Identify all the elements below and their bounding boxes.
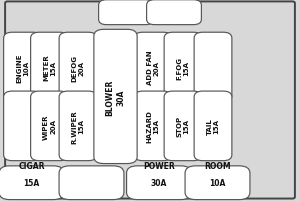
Text: ENGINE
10A: ENGINE 10A xyxy=(16,53,29,82)
FancyBboxPatch shape xyxy=(99,1,153,25)
FancyBboxPatch shape xyxy=(134,33,172,102)
FancyBboxPatch shape xyxy=(59,92,97,161)
Text: POWER: POWER xyxy=(143,161,175,170)
Text: STOP
15A: STOP 15A xyxy=(176,116,190,137)
Text: 10A: 10A xyxy=(209,178,226,187)
FancyBboxPatch shape xyxy=(134,92,172,161)
Text: METER
15A: METER 15A xyxy=(43,54,56,81)
FancyBboxPatch shape xyxy=(31,92,68,161)
Text: F.FOG
15A: F.FOG 15A xyxy=(176,56,190,79)
FancyBboxPatch shape xyxy=(194,92,232,161)
Text: HAZARD
15A: HAZARD 15A xyxy=(146,110,160,143)
Text: ADD FAN
20A: ADD FAN 20A xyxy=(146,50,160,85)
Text: 30A: 30A xyxy=(151,178,167,187)
FancyBboxPatch shape xyxy=(147,1,201,25)
FancyBboxPatch shape xyxy=(127,166,191,200)
FancyBboxPatch shape xyxy=(194,33,232,102)
FancyBboxPatch shape xyxy=(164,92,202,161)
FancyBboxPatch shape xyxy=(5,2,295,199)
FancyBboxPatch shape xyxy=(185,166,250,200)
Text: WIPER
20A: WIPER 20A xyxy=(43,114,56,139)
Text: 15A: 15A xyxy=(23,178,40,187)
Text: BLOWER
30A: BLOWER 30A xyxy=(106,79,126,115)
Text: TAIL
15A: TAIL 15A xyxy=(206,118,220,135)
FancyBboxPatch shape xyxy=(59,33,97,102)
Text: DEFOG
20A: DEFOG 20A xyxy=(71,54,85,81)
Text: CIGAR: CIGAR xyxy=(18,161,45,170)
FancyBboxPatch shape xyxy=(4,33,41,102)
FancyBboxPatch shape xyxy=(31,33,68,102)
FancyBboxPatch shape xyxy=(94,30,137,164)
FancyBboxPatch shape xyxy=(164,33,202,102)
FancyBboxPatch shape xyxy=(4,92,41,161)
FancyBboxPatch shape xyxy=(0,166,64,200)
Text: R.WIPER
15A: R.WIPER 15A xyxy=(71,109,85,143)
Text: ROOM: ROOM xyxy=(204,161,231,170)
FancyBboxPatch shape xyxy=(59,166,124,200)
